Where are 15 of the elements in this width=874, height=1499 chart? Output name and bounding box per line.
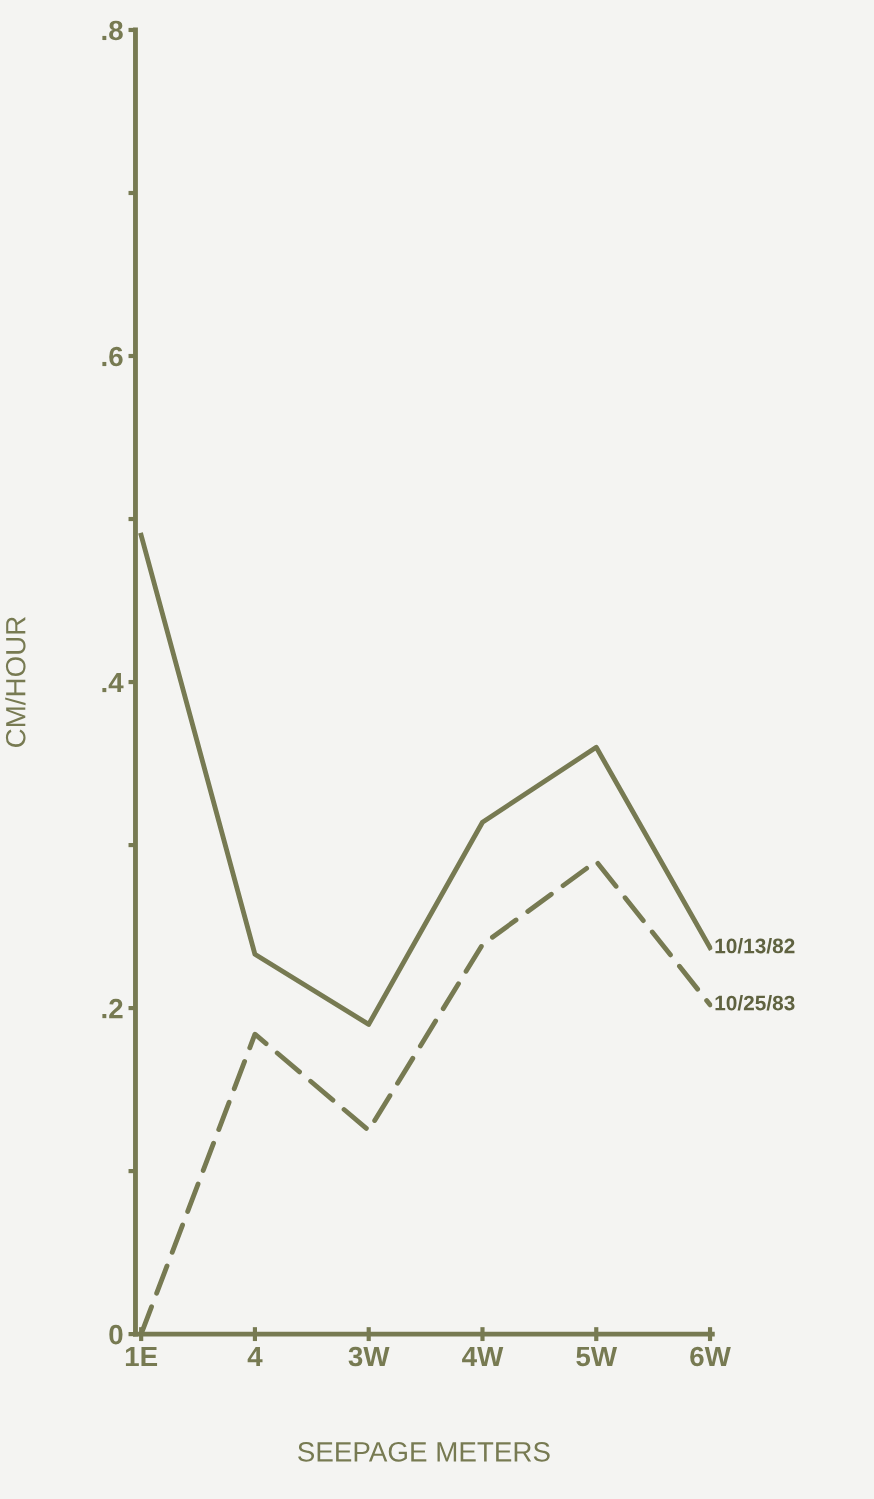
x-tick-label: 4W (462, 1346, 504, 1367)
y-axis-title: CM/HOUR (5, 616, 26, 747)
x-tick-label: 1E (125, 1346, 158, 1367)
y-tick-label: .4 (102, 673, 124, 693)
x-tick-label: 5W (576, 1346, 618, 1367)
x-axis-title: SEEPAGE METERS (298, 1441, 550, 1462)
series-label: 10/13/82 (715, 938, 795, 954)
y-tick-label: .8 (102, 20, 123, 41)
series-label: 10/25/83 (715, 995, 795, 1011)
y-tick-label: 0 (109, 1324, 123, 1345)
y-tick-label: .6 (102, 346, 123, 367)
y-tick-label: .2 (102, 998, 123, 1019)
x-tick-label: 4 (247, 1346, 263, 1367)
x-tick-label: 3W (348, 1346, 390, 1367)
x-tick-label: 6W (690, 1346, 731, 1367)
